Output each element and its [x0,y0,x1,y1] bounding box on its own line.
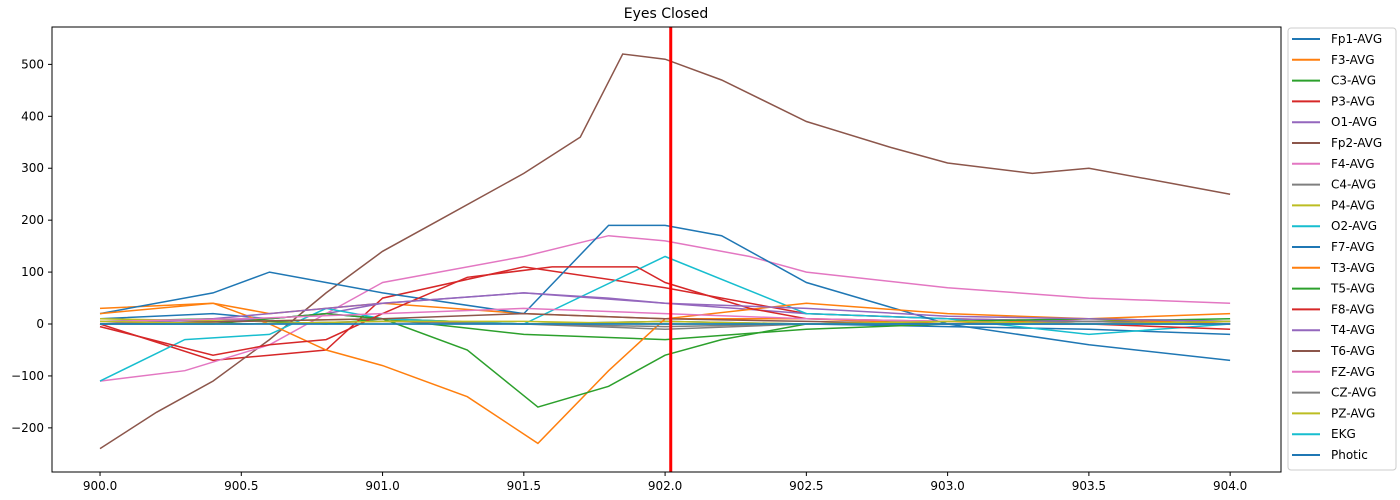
legend-label: T6-AVG [1330,344,1375,358]
legend-label: O1-AVG [1331,115,1377,129]
legend-label: F3-AVG [1331,53,1375,67]
legend-label: FZ-AVG [1331,365,1375,379]
y-tick-label: 400 [21,109,44,123]
legend: Fp1-AVG F3-AVG C3-AVG P3-AVG O1-AVG Fp2-AVG F4… [1287,27,1397,471]
series-line-f4-avg [99,234,1231,382]
chart-title: Eyes Closed [624,6,709,22]
legend-label: Fp1-AVG [1331,32,1382,46]
legend-box [1287,27,1397,471]
legend-label: EKG [1331,427,1356,441]
series-line-t4-avg [99,292,1231,325]
legend-label: F7-AVG [1331,240,1375,254]
x-tick-label: 904.0 [1213,479,1247,493]
x-tick-label: 902.5 [789,479,823,493]
legend-label: Photic [1331,448,1368,462]
legend-label: Fp2-AVG [1331,136,1382,150]
x-tick-label: 901.5 [507,479,541,493]
y-tick-label: 300 [21,161,44,175]
legend-label: PZ-AVG [1331,406,1375,420]
x-tick-label: 903.0 [930,479,964,493]
legend-label: CZ-AVG [1331,386,1376,400]
legend-label: T5-AVG [1330,282,1375,296]
x-axis: 900.0 900.5 901.0 901.5 902.0 902.5 903.0 903.5… [83,472,1247,493]
x-tick-label: 901.0 [365,479,399,493]
y-axis: −200 −100 0 100 200 300 400 500 [11,57,52,435]
series-line-t5-avg [100,312,1231,408]
x-tick-label: 903.5 [1072,479,1106,493]
legend-label: C3-AVG [1331,74,1376,88]
y-tick-label: 200 [21,213,44,227]
legend-label: T4-AVG [1330,323,1375,337]
x-tick-label: 900.5 [224,479,258,493]
legend-label: P3-AVG [1331,94,1375,108]
legend-label: F8-AVG [1331,302,1375,316]
x-tick-label: 900.0 [83,479,117,493]
series-line-f8-avg [99,266,1231,356]
legend-label: P4-AVG [1331,198,1375,212]
legend-label: C4-AVG [1331,178,1376,192]
y-tick-label: 500 [21,57,44,71]
y-tick-label: −100 [11,369,44,383]
y-tick-label: 100 [21,265,44,279]
plot-frame [51,26,1282,473]
legend-label: T3-AVG [1330,261,1375,275]
legend-label: O2-AVG [1331,219,1377,233]
x-tick-label: 902.0 [648,479,682,493]
plot-area [99,53,1231,450]
series-line-fp2-avg [99,53,1231,450]
y-tick-label: 0 [36,317,44,331]
y-tick-label: −200 [11,421,44,435]
legend-label: F4-AVG [1331,157,1375,171]
